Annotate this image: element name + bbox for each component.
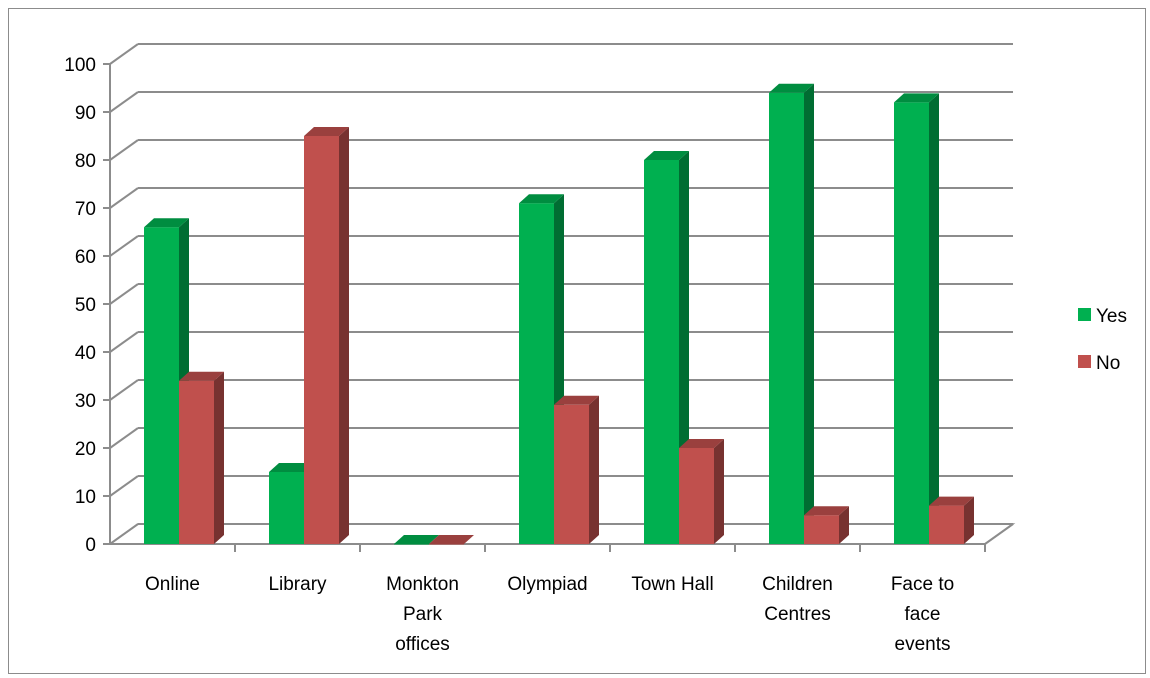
bar-front [644,160,679,544]
bar-front [269,472,304,544]
y-tick-label: 20 [75,439,96,460]
y-tick-label: 0 [85,535,96,556]
bar-no [804,506,849,544]
bar-top [394,535,439,544]
y-tick-label: 90 [75,103,96,124]
legend-label-no: No [1096,353,1120,374]
bar-top [269,463,314,472]
bar-side [339,127,349,544]
bar-top [894,93,939,103]
bar-top [804,506,849,516]
y-tick-label: 40 [75,343,96,364]
bar-no [679,439,724,544]
bar-top [769,83,814,93]
legend: Yes No [1078,306,1127,374]
bar-top [644,151,689,160]
bar-side [214,371,224,544]
gridline-depth [109,427,139,449]
x-tick-label: Town Hall [631,574,713,595]
x-tick-label: Online [145,574,200,595]
x-tick-label: Children Centres [762,574,833,625]
x-tick-label: Face to face events [891,574,954,655]
y-tick-label: 100 [64,55,96,76]
bar-front [394,544,429,545]
bar-front [804,515,839,544]
y-tick-label: 80 [75,151,96,172]
x-tick-label: Monkton Park offices [386,574,459,655]
x-axis-tick-labels: Online Library Monkton Park offices Olympiad T… [145,574,954,655]
gridline-depth [109,379,139,401]
bar-yes [394,535,439,545]
gridline-depth [109,331,139,353]
bar-yes [769,83,814,545]
bar-front [179,380,214,544]
gridline-depth [109,235,139,257]
chart-frame [8,8,1146,674]
bar-front [554,404,589,544]
gridline-depth [109,523,139,545]
x-tick-label: Library [268,574,327,595]
bar-side [929,93,939,545]
x-tick-label: Olympiad [507,574,587,595]
bars [144,83,974,545]
legend-swatch-yes [1078,308,1091,321]
bar-front [429,544,464,545]
bar-top [679,439,724,448]
bar-top [929,496,974,506]
bar-yes [894,93,939,545]
bar-no [554,395,599,544]
bar-top [144,218,189,228]
y-tick-label: 30 [75,391,96,412]
bar-front [929,505,964,544]
bar-front [519,203,554,544]
bar-front [769,92,804,545]
gridline-depth [109,187,139,209]
legend-swatch-no [1078,355,1091,368]
bar-top [304,127,349,136]
gridline-depth [109,283,139,305]
bar-no [929,496,974,544]
gridline-depth [109,43,139,65]
bar-top [519,194,564,204]
bar-top [179,371,224,381]
gridline-depth [109,91,139,113]
y-tick-label: 10 [75,487,96,508]
gridline-depth [109,139,139,161]
bar-front [304,136,339,544]
y-tick-label: 60 [75,247,96,268]
bar-no [429,535,474,545]
bar-side [964,496,974,544]
bar-no [304,127,349,544]
legend-label-yes: Yes [1096,306,1127,327]
floor-edge [984,523,1014,545]
bar-top [554,395,599,405]
y-tick-label: 50 [75,295,96,316]
bar-top [429,535,474,544]
bar-front [894,102,929,545]
bar-side [804,83,814,545]
gridline-depth [109,475,139,497]
bar-side [839,506,849,544]
bar-no [179,371,224,544]
y-tick-label: 70 [75,199,96,220]
bar-side [714,439,724,544]
bar-side [589,395,599,544]
bar-front [679,448,714,544]
y-axis-tick-labels: 0 10 20 30 40 50 60 70 80 90 100 [64,55,96,556]
bar-front [144,227,179,544]
